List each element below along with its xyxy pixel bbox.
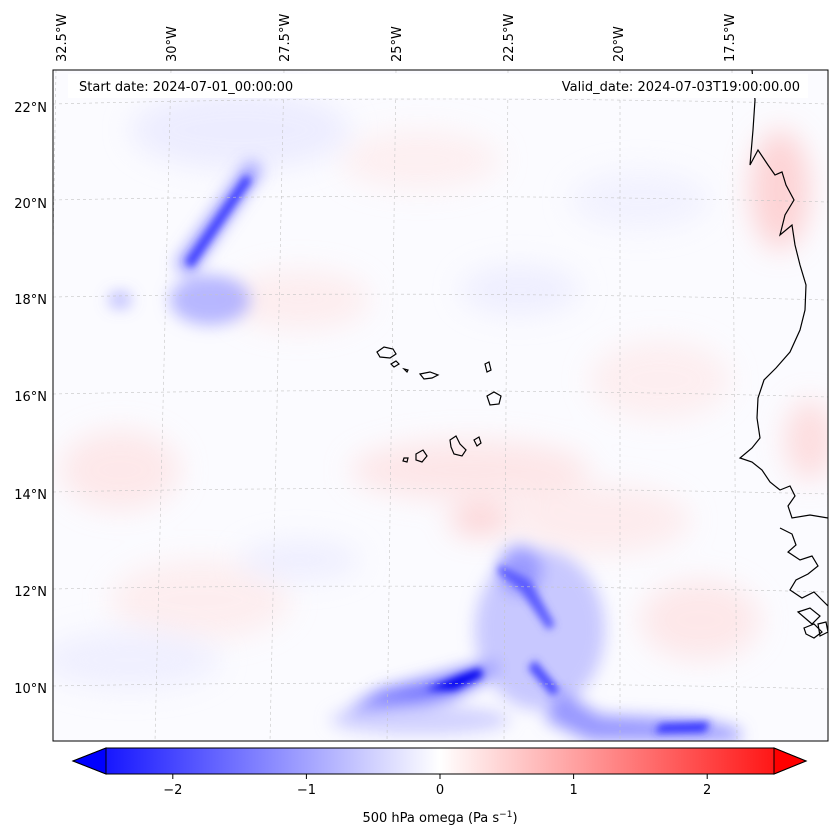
map-panel: Start date: 2024-07-01_00:00:00 Valid_da…: [52, 69, 829, 742]
longitude-labels: 32.5°W 30°W 27.5°W 25°W 22.5°W 20°W 17.5…: [55, 14, 738, 62]
latitude-labels: 22°N 20°N 18°N 16°N 14°N 12°N 10°N: [14, 101, 47, 697]
valid-date-label: Valid_date: 2024-07-03T19:00:00.00: [562, 80, 800, 95]
lon-label: 32.5°W: [55, 14, 70, 62]
colorbar-ticks: −2 −1 0 1 2: [163, 774, 711, 798]
lat-label: 10°N: [14, 682, 47, 697]
lat-label: 16°N: [14, 390, 47, 405]
colorbar: −2 −1 0 1 2 500 hPa omega (Pa s−1): [71, 747, 808, 826]
graticule: [53, 70, 828, 741]
colorbar-tick-label: 2: [703, 783, 711, 798]
lon-label: 25°W: [390, 26, 405, 62]
colorbar-tick-label: 0: [436, 783, 444, 798]
african-coastline: [738, 70, 828, 639]
colorbar-tick-label: −2: [163, 783, 182, 798]
lon-label: 27.5°W: [278, 14, 293, 62]
lon-label: 30°W: [165, 26, 180, 62]
island-fogo: [415, 449, 428, 463]
lat-label: 12°N: [14, 585, 47, 600]
island-sao-vicente: [390, 360, 400, 368]
island-sal: [484, 361, 492, 373]
island-santa-luzia: [402, 367, 409, 374]
island-santo-antao: [376, 346, 397, 359]
lon-label: 22.5°W: [502, 14, 517, 62]
header-band: [68, 74, 808, 98]
colorbar-tick-label: −1: [297, 783, 316, 798]
colorbar-extend-low: [71, 747, 107, 775]
colorbar-label: 500 hPa omega (Pa s−1): [362, 810, 517, 826]
omega-field: [53, 90, 828, 741]
colorbar-extend-high: [773, 747, 808, 775]
island-sao-nicolau: [418, 371, 440, 380]
cape-verde-islands: [376, 346, 502, 463]
map-frame: [52, 69, 829, 742]
lon-label: 20°W: [612, 26, 627, 62]
lat-label: 22°N: [14, 101, 47, 116]
island-brava: [402, 457, 409, 463]
island-boa-vista: [486, 391, 502, 406]
colorbar-fill: [71, 747, 808, 775]
island-maio: [473, 436, 482, 447]
lat-label: 18°N: [14, 293, 47, 308]
start-date-label: Start date: 2024-07-01_00:00:00: [79, 80, 293, 95]
colorbar-tick-label: 1: [569, 783, 577, 798]
lon-label: 17.5°W: [723, 14, 738, 62]
lat-label: 20°N: [14, 197, 47, 212]
lat-label: 14°N: [14, 488, 47, 503]
island-santiago: [449, 435, 467, 457]
